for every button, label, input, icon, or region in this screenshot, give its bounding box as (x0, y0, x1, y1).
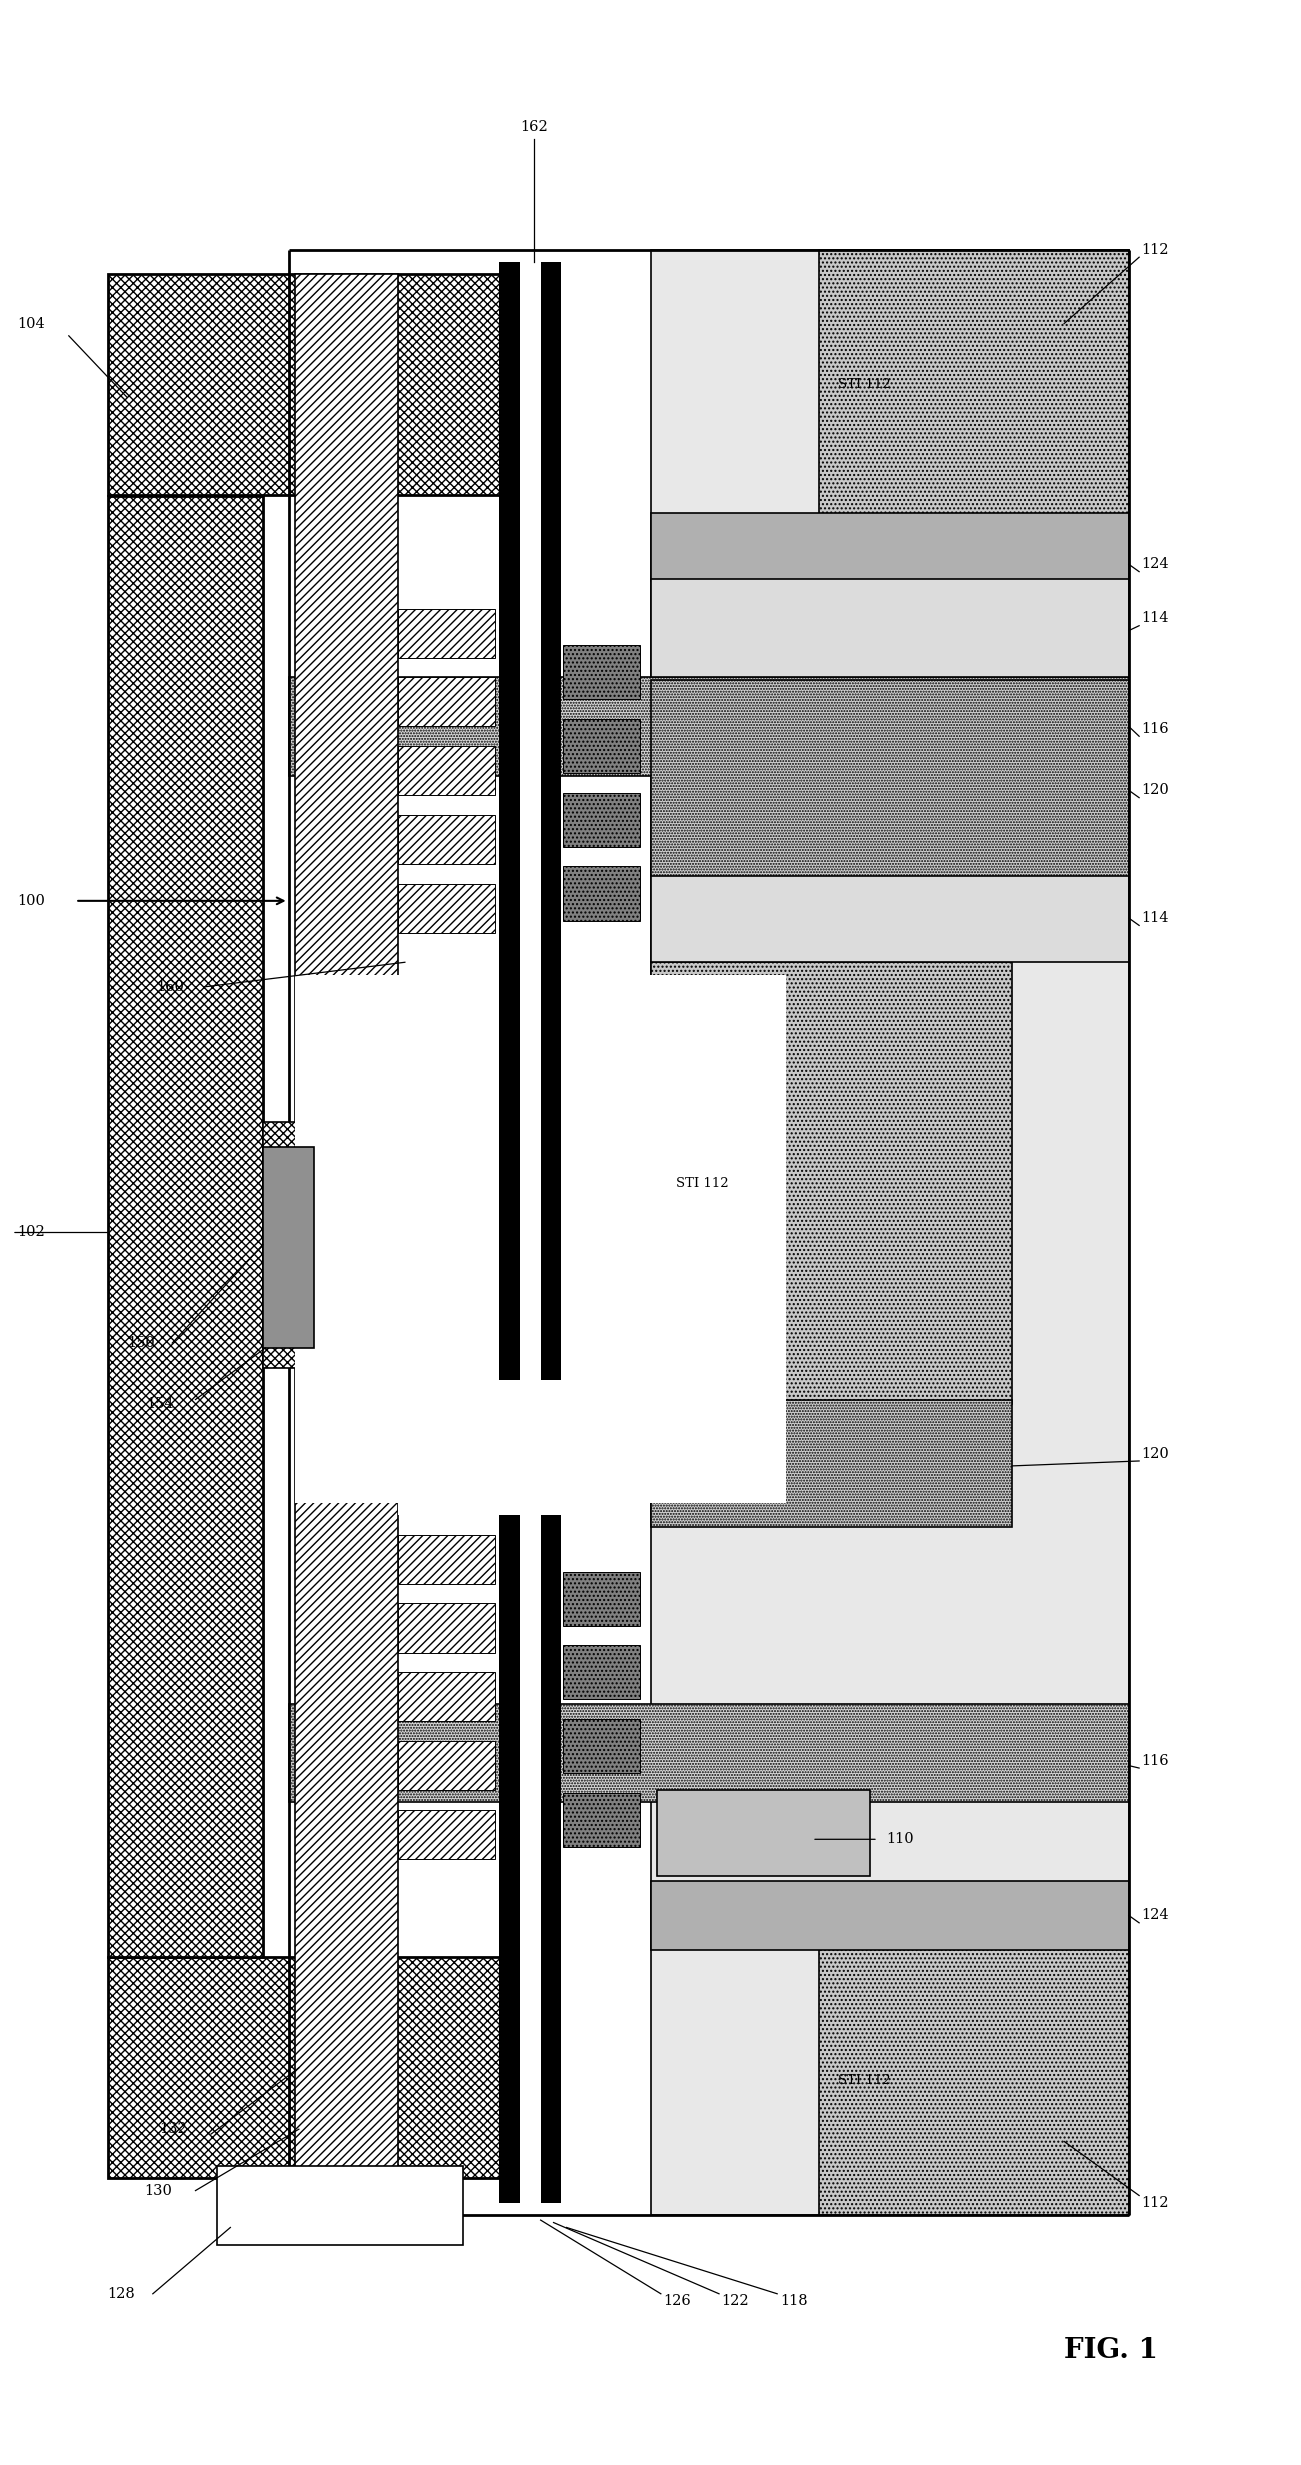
Bar (263, 1122, 515, 1368)
Text: 128: 128 (108, 2288, 135, 2300)
Text: 112: 112 (1142, 244, 1170, 256)
Text: 118: 118 (779, 2295, 808, 2307)
Text: 150: 150 (127, 1336, 155, 1351)
Text: 126: 126 (664, 2295, 691, 2307)
Bar (650, 1881, 1129, 1950)
Bar (818, 249, 1129, 520)
Bar (398, 1809, 496, 1859)
Bar (398, 1536, 496, 1585)
Text: 120: 120 (1142, 784, 1170, 796)
Text: 112: 112 (1142, 2196, 1170, 2211)
Bar (562, 1644, 640, 1698)
Text: 114: 114 (1142, 912, 1170, 924)
Bar (500, 261, 520, 2204)
Bar (398, 1602, 496, 1652)
Bar (541, 261, 561, 2204)
Text: 104: 104 (17, 316, 44, 330)
Text: 120: 120 (1142, 1447, 1170, 1462)
Text: 124: 124 (1142, 557, 1170, 572)
Text: 154: 154 (146, 1398, 174, 1412)
Bar (562, 868, 640, 919)
Bar (398, 882, 496, 932)
Bar (650, 249, 1129, 2216)
Bar (398, 609, 496, 658)
Bar (562, 794, 640, 848)
Bar (398, 1380, 579, 1516)
Bar (398, 747, 496, 796)
Bar (650, 579, 1129, 678)
Bar (562, 1573, 640, 1624)
Bar (562, 646, 640, 700)
Text: 130: 130 (144, 2184, 172, 2199)
Bar (520, 261, 541, 2204)
Text: 160: 160 (156, 979, 185, 993)
Bar (398, 678, 496, 727)
Bar (650, 865, 1129, 961)
Bar (295, 974, 786, 1504)
Text: 110: 110 (886, 1831, 913, 1846)
Bar (263, 1146, 315, 1348)
Bar (650, 961, 1012, 1405)
Bar (818, 1945, 1129, 2216)
Text: 102: 102 (17, 1225, 44, 1240)
Bar (562, 1792, 640, 1846)
Text: 114: 114 (1142, 611, 1170, 626)
Bar (289, 1703, 1129, 1802)
Text: 162: 162 (520, 121, 548, 133)
Bar (398, 816, 496, 865)
Text: 100: 100 (17, 895, 46, 907)
Bar (398, 1740, 496, 1790)
Text: STI 112: STI 112 (838, 380, 891, 392)
Text: 116: 116 (1142, 1753, 1170, 1767)
Bar (650, 513, 1129, 582)
Bar (562, 1718, 640, 1772)
Bar (650, 680, 1129, 875)
Bar (398, 1671, 496, 1721)
Bar (650, 1400, 1012, 1528)
Text: STI 112: STI 112 (838, 2073, 891, 2085)
Bar (295, 274, 398, 2179)
Text: STI 112: STI 112 (677, 1176, 729, 1191)
Bar (108, 1957, 522, 2179)
Bar (108, 495, 263, 1957)
Bar (289, 678, 1129, 776)
Text: 124: 124 (1142, 1908, 1170, 1923)
Text: FIG. 1: FIG. 1 (1064, 2337, 1158, 2364)
Bar (657, 1790, 870, 1876)
Bar (217, 2167, 463, 2246)
Text: 132: 132 (159, 2122, 187, 2137)
Bar (562, 720, 640, 774)
Text: 116: 116 (1142, 722, 1170, 737)
Text: 122: 122 (722, 2295, 749, 2307)
Bar (108, 274, 522, 495)
